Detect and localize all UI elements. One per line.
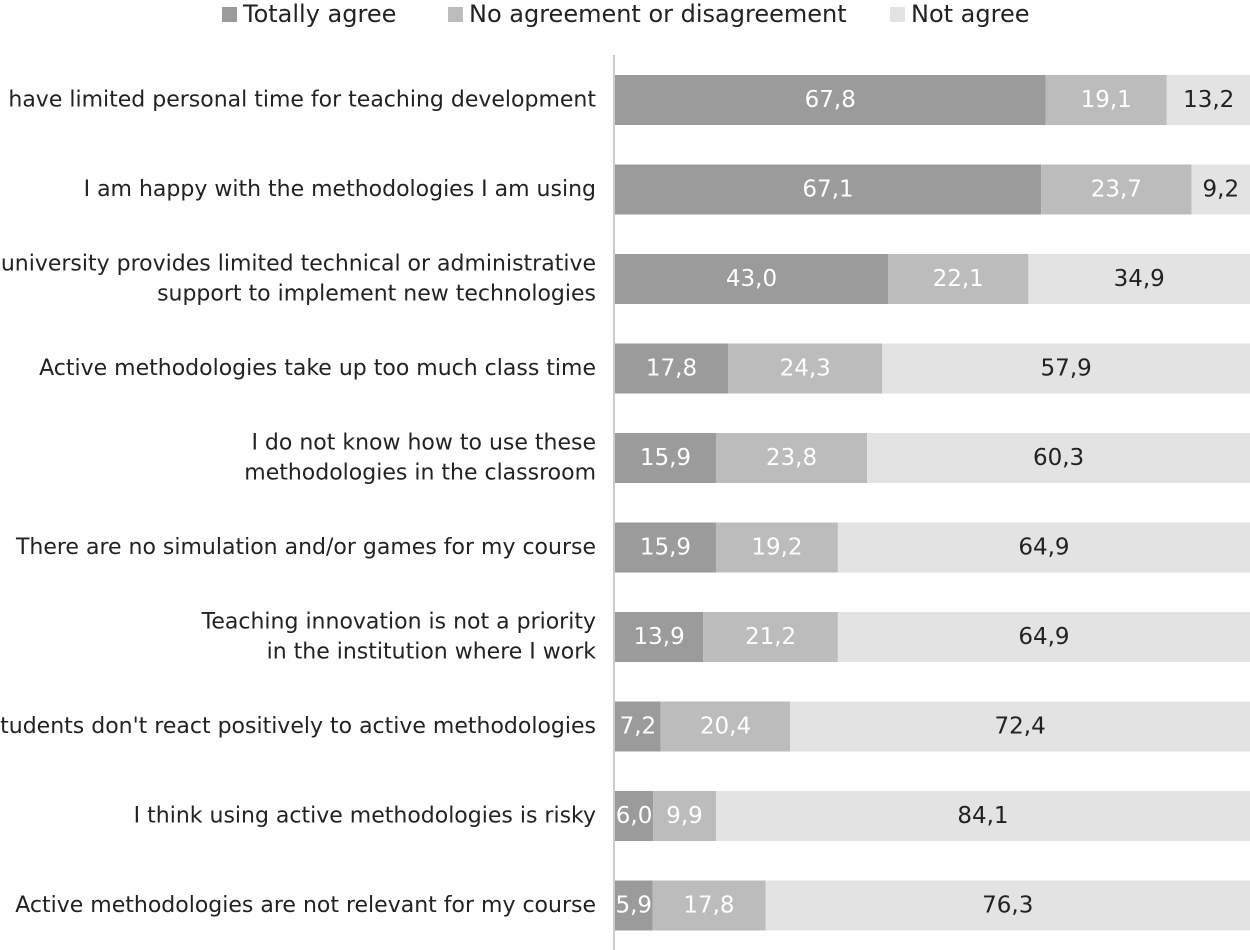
data-label: 24,3 [780,356,831,382]
data-label: 9,9 [666,803,703,829]
category-label: I do not know how to use these [251,431,596,456]
bar-segment-not-agree [790,701,1250,752]
data-label: 64,9 [1018,624,1069,650]
bar-segment-no-agreement-or-disagreement [715,433,868,483]
data-label: 76,3 [982,893,1033,919]
legend-swatch-not-agree [890,6,905,22]
category-label: Active methodologies take up too much cl… [39,356,596,381]
bar-segment-not-agree [837,612,1250,662]
data-label: 67,8 [805,87,856,113]
data-label: 5,9 [615,893,652,919]
bar-segment-totally-agree [615,254,889,304]
data-label: 19,2 [751,535,802,561]
legend-item-not-agree: Not agree [890,0,1030,28]
legend-swatch-no-agreement [448,6,463,22]
data-label: 20,4 [700,714,751,740]
bar-segment-totally-agree [615,522,716,573]
data-label: 17,8 [683,893,734,919]
bar-segment-totally-agree [615,164,1042,215]
bar-segment-no-agreement-or-disagreement [703,612,838,662]
category-label: in the institution where I work [267,640,597,665]
legend-swatch-totally-agree [222,6,237,22]
bar-segment-not-agree [1028,254,1250,304]
legend-label: Totally agree [243,0,397,28]
bar-segment-totally-agree [615,75,1046,125]
legend: Totally agree No agreement or disagreeme… [0,0,1250,30]
bar-segment-totally-agree [615,880,653,931]
bar-segment-not-agree [1166,75,1250,125]
legend-item-no-agreement: No agreement or disagreement [448,0,847,28]
data-label: 72,4 [995,714,1046,740]
bar-segment-no-agreement-or-disagreement [1045,75,1167,125]
data-label: 15,9 [640,445,691,471]
data-label: 23,7 [1091,177,1142,203]
data-label: 22,1 [933,266,984,292]
category-label: I am happy with the methodologies I am u… [84,177,596,202]
bar-segment-totally-agree [615,791,654,841]
category-label: I think using active methodologies is ri… [134,804,596,829]
bar-segment-not-agree [882,343,1250,394]
data-label: 43,0 [726,266,777,292]
data-label: 17,8 [646,356,697,382]
category-label: methodologies in the classroom [244,461,596,486]
category-label: Active methodologies are not relevant fo… [15,893,596,918]
bar-segment-totally-agree [615,612,704,662]
data-label: 60,3 [1033,445,1084,471]
data-label: 21,2 [745,624,796,650]
data-label: 67,1 [802,177,853,203]
bar-segment-not-agree [715,791,1250,841]
bar-segment-no-agreement-or-disagreement [1041,164,1192,215]
legend-label: Not agree [911,0,1030,28]
data-label: 57,9 [1041,356,1092,382]
data-label: 7,2 [620,714,657,740]
category-label: My university provides limited technical… [0,252,596,277]
bar-segment-not-agree [867,433,1250,483]
bar-segment-no-agreement-or-disagreement [660,701,791,752]
bar-segment-no-agreement-or-disagreement [653,791,716,841]
category-label: There are no simulation and/or games for… [15,535,596,560]
legend-label: No agreement or disagreement [469,0,847,28]
data-label: 13,9 [634,624,685,650]
category-label: support to implement new technologies [157,282,596,307]
bar-segment-totally-agree [615,343,729,394]
legend-item-totally-agree: Totally agree [222,0,396,28]
bar-segment-no-agreement-or-disagreement [728,343,883,394]
category-label: Students don't react positively to activ… [0,714,596,739]
bar-segment-no-agreement-or-disagreement [888,254,1029,304]
data-label: 84,1 [957,803,1008,829]
data-label: 19,1 [1081,87,1132,113]
bar-segment-totally-agree [615,433,716,483]
bar-segment-totally-agree [615,701,661,752]
data-label: 23,8 [766,445,817,471]
bar-segment-not-agree [837,522,1250,573]
bar-segment-no-agreement-or-disagreement [715,522,838,573]
data-label: 64,9 [1018,535,1069,561]
data-label: 6,0 [616,803,653,829]
category-label: I have limited personal time for teachin… [0,88,596,113]
data-label: 13,2 [1183,87,1234,113]
bar-segment-not-agree [1191,164,1250,215]
category-label: Teaching innovation is not a priority [201,610,596,635]
data-label: 9,2 [1203,177,1240,203]
data-label: 15,9 [640,535,691,561]
bar-segment-no-agreement-or-disagreement [652,880,766,931]
data-label: 34,9 [1114,266,1165,292]
bar-segment-not-agree [765,880,1250,931]
